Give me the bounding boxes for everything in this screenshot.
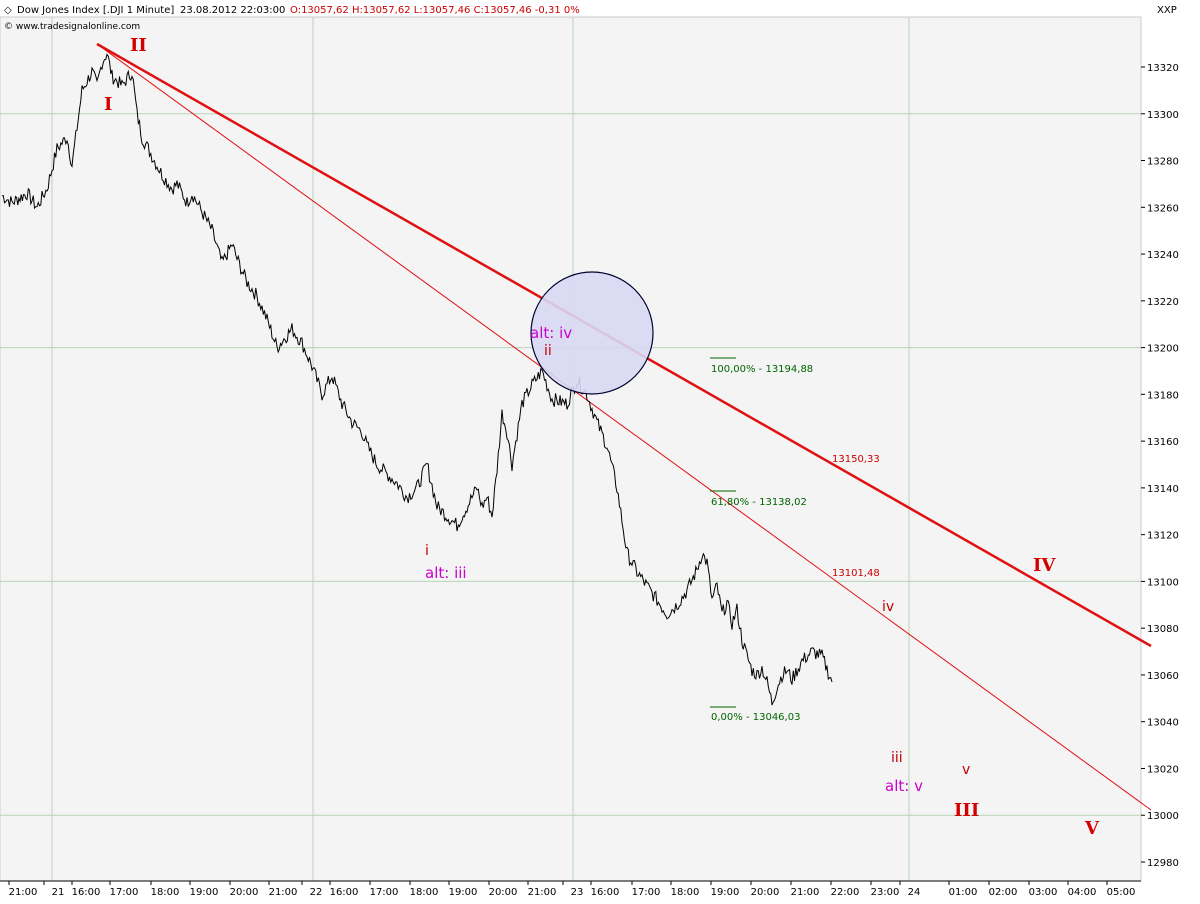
x-tick-label: 17:00 xyxy=(632,887,661,898)
trendline-secondary-value: 13101,48 xyxy=(832,568,880,579)
x-tick-label: 21:00 xyxy=(791,887,820,898)
x-tick-label: 18:00 xyxy=(671,887,700,898)
wave-label-iii: iii xyxy=(891,750,903,766)
wave-label-V: V xyxy=(1084,818,1100,839)
y-tick-label: 13240 xyxy=(1147,250,1179,261)
fib-label-0: 0,00% - 13046,03 xyxy=(711,712,800,723)
wave-label-alt-iv: alt: iv xyxy=(530,324,572,342)
x-tick-label: 04:00 xyxy=(1068,887,1097,898)
header-ohlc: O:13057,62 H:13057,62 L:13057,46 C:13057… xyxy=(290,5,580,16)
y-tick-label: 13100 xyxy=(1147,577,1179,588)
y-tick-label: 13300 xyxy=(1147,110,1179,121)
x-tick-label: 21:00 xyxy=(9,887,38,898)
x-tick-label: 17:00 xyxy=(370,887,399,898)
y-tick-label: 13140 xyxy=(1147,484,1179,495)
x-tick-label: 20:00 xyxy=(489,887,518,898)
x-tick-label: 01:00 xyxy=(949,887,978,898)
price-line xyxy=(1,53,833,706)
y-axis: 13320 13300 13280 13260 13240 13220 13200 13180… xyxy=(1141,63,1179,869)
vertical-gridlines xyxy=(51,17,910,881)
header-bullet-icon: ◇ xyxy=(4,5,12,16)
x-tick-label: 24 xyxy=(908,887,921,898)
wave-label-III: III xyxy=(954,800,979,821)
y-tick-label: 13000 xyxy=(1147,811,1179,822)
x-tick-label: 02:00 xyxy=(989,887,1018,898)
y-tick-label: 13120 xyxy=(1147,531,1179,542)
wave-label-iv: iv xyxy=(882,599,894,615)
y-tick-label: 13080 xyxy=(1147,624,1179,635)
wave-label-I: I xyxy=(104,94,112,115)
x-tick-label: 16:00 xyxy=(72,887,101,898)
x-tick-label: 03:00 xyxy=(1029,887,1058,898)
y-tick-label: 13320 xyxy=(1147,63,1179,74)
x-tick-label: 19:00 xyxy=(711,887,740,898)
fib-label-100: 100,00% - 13194,88 xyxy=(711,364,813,375)
y-tick-label: 13180 xyxy=(1147,390,1179,401)
highlight-circle xyxy=(530,271,654,395)
y-tick-label: 12980 xyxy=(1147,858,1179,869)
x-tick-label: 23 xyxy=(571,887,584,898)
y-tick-label: 13060 xyxy=(1147,671,1179,682)
trendline-main-value: 13150,33 xyxy=(832,454,880,465)
y-tick-label: 13020 xyxy=(1147,764,1179,775)
watermark: © www.tradesignalonline.com xyxy=(4,22,140,32)
wave-label-alt-v: alt: v xyxy=(885,777,923,795)
x-tick-label: 22:00 xyxy=(831,887,860,898)
x-tick-label: 17:00 xyxy=(110,887,139,898)
x-tick-label: 16:00 xyxy=(330,887,359,898)
x-tick-label: 05:00 xyxy=(1107,887,1136,898)
y-tick-label: 13220 xyxy=(1147,297,1179,308)
wave-label-ii: ii xyxy=(544,343,552,359)
fib-label-618: 61,80% - 13138,02 xyxy=(711,497,807,508)
x-tick-label: 21 xyxy=(52,887,65,898)
x-tick-label: 22 xyxy=(310,887,323,898)
x-tick-label: 18:00 xyxy=(151,887,180,898)
x-tick-label: 18:00 xyxy=(410,887,439,898)
chart-title: Dow Jones Index [.DJI 1 Minute] xyxy=(17,5,174,16)
y-tick-label: 13040 xyxy=(1147,718,1179,729)
wave-label-v: v xyxy=(962,762,970,778)
wave-label-II: II xyxy=(130,35,147,56)
x-tick-label: 19:00 xyxy=(449,887,478,898)
wave-label-alt-iii: alt: iii xyxy=(425,564,467,582)
x-axis: 21:00 21 16:00 17:00 18:00 19:00 20:00 21:00 22 1… xyxy=(0,880,1141,898)
wave-label-i: i xyxy=(425,543,429,559)
header-datetime: 23.08.2012 22:03:00 xyxy=(180,5,285,16)
x-tick-label: 16:00 xyxy=(591,887,620,898)
x-tick-label: 20:00 xyxy=(230,887,259,898)
wave-label-IV: IV xyxy=(1033,555,1056,576)
trendline-secondary xyxy=(96,43,1152,811)
x-tick-label: 19:00 xyxy=(190,887,219,898)
price-series xyxy=(1,53,833,706)
x-tick-label: 21:00 xyxy=(269,887,298,898)
y-tick-label: 13200 xyxy=(1147,344,1179,355)
symbol-label: XXP xyxy=(1157,5,1177,16)
y-tick-label: 13260 xyxy=(1147,203,1179,214)
y-tick-label: 13280 xyxy=(1147,157,1179,168)
x-tick-label: 21:00 xyxy=(528,887,557,898)
x-tick-label: 23:00 xyxy=(871,887,900,898)
plot-area xyxy=(0,16,1142,882)
x-tick-label: 20:00 xyxy=(751,887,780,898)
y-tick-label: 13160 xyxy=(1147,437,1179,448)
